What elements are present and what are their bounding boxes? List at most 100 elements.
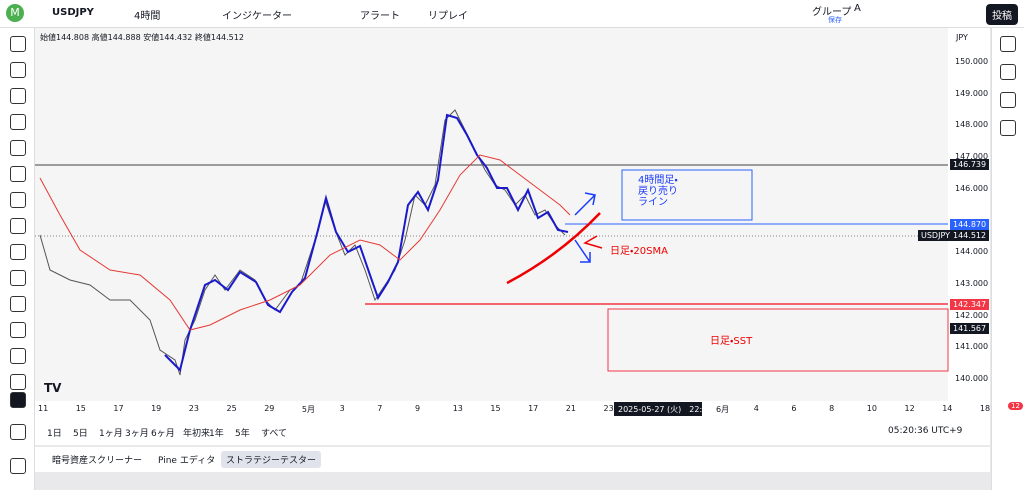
hide-tool[interactable]: [10, 374, 26, 390]
time-tick: 6: [791, 404, 797, 413]
sst-box: [607, 308, 949, 372]
group[interactable]: グループ: [812, 7, 852, 18]
price-axis: [948, 28, 990, 401]
group-letter[interactable]: A: [854, 3, 861, 14]
notification-badge: 12: [1008, 402, 1023, 410]
right-toolbar: 12: [991, 28, 1024, 490]
news[interactable]: [1000, 120, 1016, 136]
line-tool[interactable]: [10, 62, 26, 78]
time-tick: 15: [490, 404, 501, 413]
cursor-tool[interactable]: [10, 36, 26, 52]
text-tool[interactable]: [10, 192, 26, 208]
post-button[interactable]: 投稿: [986, 4, 1018, 25]
red-arrow: [583, 235, 603, 249]
range-button[interactable]: 1ヶ月: [99, 429, 123, 439]
save[interactable]: 保存: [828, 16, 842, 24]
replay[interactable]: リプレイ: [428, 11, 468, 22]
range-button[interactable]: 3ヶ月: [125, 429, 149, 439]
time-tick: 3: [339, 404, 345, 413]
tab[interactable]: ストラテジーテスター: [221, 451, 322, 468]
tab[interactable]: Pine エディタ: [158, 456, 216, 466]
symbol[interactable]: USDJPY: [52, 7, 94, 18]
arrows: [574, 192, 596, 263]
time-tick: 25: [226, 404, 237, 413]
brush-tool[interactable]: [10, 166, 26, 182]
price-tick: 149.000: [955, 88, 989, 98]
time-tick: 23: [188, 404, 199, 413]
price-tick: 147.000: [955, 152, 989, 162]
sma-line: [39, 154, 571, 331]
price-tick: 143.000: [955, 278, 989, 288]
price-tick: 148.000: [955, 120, 989, 130]
price-label: 144.512: [950, 229, 990, 241]
price-label: 144.870: [950, 218, 990, 230]
zoom-tool[interactable]: [10, 270, 26, 286]
price-tick: 141.000: [955, 342, 989, 352]
price-tick: 146.000: [955, 183, 989, 193]
range-button[interactable]: 1日: [47, 429, 62, 439]
time-tick: 13: [452, 404, 463, 413]
plot-area: [35, 28, 948, 401]
price-tick: 140.000: [955, 374, 989, 383]
tv-logo: TV: [44, 381, 62, 395]
forecast-tool[interactable]: [10, 140, 26, 156]
time-tick: 4: [753, 404, 759, 413]
time-tick: 17: [528, 404, 539, 413]
time-tick: 17: [113, 404, 124, 413]
bottom-tabs: 暗号資産スクリーナー Pine エディタ ストラテジーテスター: [35, 447, 990, 472]
range-button[interactable]: 年初来: [183, 429, 211, 439]
time-tick: 10: [866, 404, 877, 413]
pattern-tool[interactable]: [10, 114, 26, 130]
time-tick: 29: [264, 404, 275, 413]
interval[interactable]: 4時間: [134, 11, 161, 22]
range-button[interactable]: 1年: [209, 429, 224, 439]
price-label: 141.567: [950, 323, 990, 335]
range-button[interactable]: 5年: [235, 429, 250, 439]
range-bar: 05:20:36 UTC+9 1日 5日 1ヶ月 3ヶ月 6ヶ月 年初来 1年 5年 すべて: [35, 419, 990, 445]
sell-note-line: 4時間足・: [638, 175, 678, 186]
range-button[interactable]: すべて: [261, 429, 288, 439]
layers[interactable]: [1000, 92, 1016, 108]
time-tick: 18: [979, 404, 991, 413]
time-tick: 7: [377, 404, 383, 413]
fib-tool[interactable]: [10, 88, 26, 104]
favorites-tool[interactable]: [10, 458, 26, 474]
measure-tool[interactable]: [10, 244, 26, 260]
time-tick: 12: [904, 404, 915, 413]
time-tick: 14: [942, 404, 953, 413]
avatar[interactable]: M: [6, 4, 24, 22]
range-button[interactable]: 5日: [73, 429, 88, 439]
watchlist[interactable]: [1000, 36, 1016, 52]
currency[interactable]: JPY: [956, 33, 968, 42]
time-axis: [35, 401, 990, 419]
lock-tool[interactable]: [10, 348, 26, 364]
time-tick: 8: [829, 404, 835, 413]
sell-note: 4時間足・ 戻り売り ライン: [638, 175, 678, 208]
time-tick: 11: [38, 404, 49, 413]
tab[interactable]: 暗号資産スクリーナー: [52, 456, 143, 466]
time-tick: 5月: [301, 405, 315, 414]
price-tick: 142.000: [955, 310, 989, 320]
time-tick: 9: [415, 404, 421, 413]
price-label: 146.739: [950, 159, 990, 171]
sell-note-line: ライン: [638, 197, 668, 208]
time-tick: 15: [75, 404, 86, 413]
time-tick: 21: [565, 404, 576, 413]
icon-tool[interactable]: [10, 218, 26, 234]
alert[interactable]: アラート: [360, 11, 400, 22]
trash-tool[interactable]: [10, 424, 26, 440]
sell-note-line: 戻り売り: [638, 186, 678, 197]
alerts[interactable]: [1000, 64, 1016, 80]
time-tick: 6月: [716, 405, 730, 414]
price-label: 142.347: [950, 298, 990, 310]
magnet-tool[interactable]: [10, 296, 26, 312]
lock-draw-tool[interactable]: [10, 322, 26, 338]
link-tool[interactable]: [10, 392, 26, 408]
sma-curve: [506, 212, 601, 285]
sma-note: 日足・20SMA: [610, 246, 668, 257]
price-tick: 144.000: [955, 247, 989, 257]
hourly-line: [164, 113, 569, 372]
range-button[interactable]: 6ヶ月: [151, 429, 175, 439]
indicators[interactable]: インジケーター: [222, 11, 292, 22]
drawing-toolbar: [0, 28, 35, 490]
